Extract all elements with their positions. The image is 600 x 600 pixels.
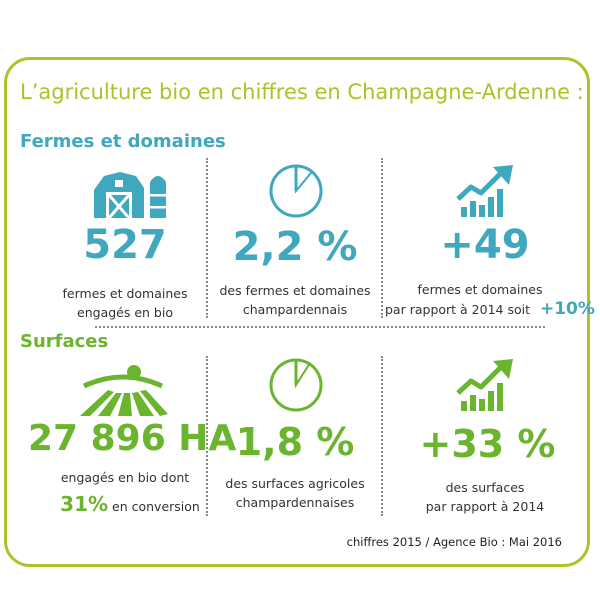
source-footer: chiffres 2015 / Agence Bio : Mai 2016 xyxy=(346,535,562,549)
section-heading-fermes: Fermes et domaines xyxy=(20,131,226,152)
stat-caption-fermes-growth-line2: par rapport à 2014 soit +10% xyxy=(385,299,595,319)
pie-clock-icon xyxy=(269,164,323,218)
stat-value-surfaces-growth: +33 % xyxy=(419,422,556,466)
column-divider xyxy=(206,158,208,318)
section-divider xyxy=(95,326,545,328)
column-divider xyxy=(381,158,383,318)
stat-caption-surfaces-share: des surfaces agricoles champardennaises xyxy=(225,476,365,510)
stat-caption-surfaces-area-line2: 31% en conversion xyxy=(60,492,200,516)
stat-value-fermes-count: 527 xyxy=(83,222,167,268)
field-sun-icon xyxy=(80,365,168,416)
stat-caption-fermes-growth-line1: fermes et domaines xyxy=(417,282,543,297)
stat-value-surfaces-share: 1,8 % xyxy=(235,420,355,464)
section-heading-surfaces: Surfaces xyxy=(20,331,109,352)
column-divider xyxy=(381,356,383,516)
stat-value-fermes-share: 2,2 % xyxy=(232,224,358,270)
barn-silo-icon xyxy=(94,172,166,219)
growth-chart-icon xyxy=(456,359,513,411)
stat-caption-surfaces-growth: des surfaces par rapport à 2014 xyxy=(425,480,545,514)
page-title: L’agriculture bio en chiffres en Champag… xyxy=(20,80,584,104)
infographic-frame xyxy=(4,57,590,567)
column-divider xyxy=(206,356,208,516)
stat-highlight-fermes-percent: +10% xyxy=(539,299,595,319)
stat-caption-fermes-share: des fermes et domaines champardennais xyxy=(219,283,371,317)
stat-value-surfaces-area: 27 896 HA xyxy=(28,418,237,459)
stat-caption-surfaces-area-line1: engagés en bio dont xyxy=(60,470,190,485)
stat-value-fermes-growth: +49 xyxy=(440,222,530,268)
growth-chart-icon xyxy=(456,165,513,217)
stat-highlight-surfaces-conversion: 31% xyxy=(60,492,109,516)
stat-caption-fermes-count: fermes et domaines engagés en bio xyxy=(62,286,188,320)
pie-clock-icon xyxy=(269,358,323,412)
